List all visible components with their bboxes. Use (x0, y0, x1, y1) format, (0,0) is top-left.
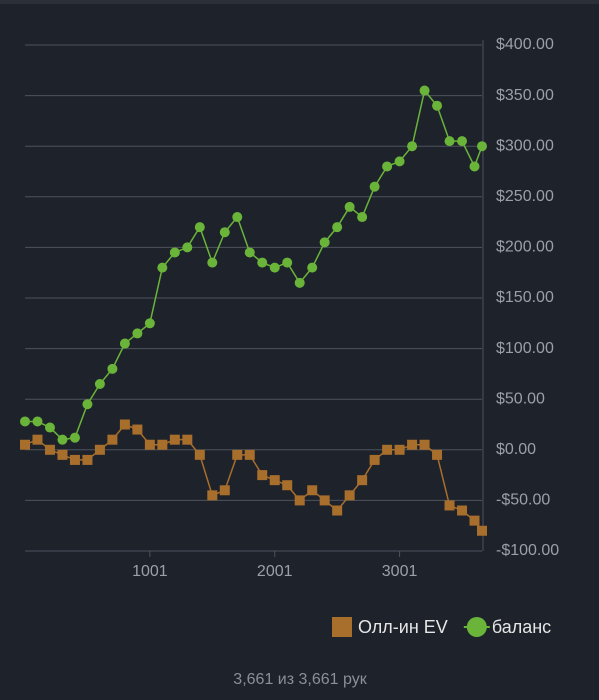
point (457, 136, 468, 147)
point (57, 434, 68, 445)
y-tick-label: -$100.00 (496, 542, 559, 559)
point (94, 379, 105, 390)
point (469, 161, 480, 172)
point (357, 212, 368, 223)
y-tick-label: $300.00 (496, 137, 554, 154)
point (194, 449, 205, 460)
point (20, 439, 30, 450)
point (269, 475, 280, 486)
point (94, 444, 105, 455)
y-tick-label: $50.00 (496, 390, 545, 407)
point (294, 277, 305, 288)
x-tick-label: 1001 (132, 563, 168, 580)
y-tick-label: $400.00 (496, 36, 554, 53)
point (107, 363, 118, 374)
point (32, 434, 43, 445)
point (169, 247, 180, 258)
point (44, 444, 55, 455)
x-tick-label: 2001 (257, 563, 293, 580)
point (432, 449, 443, 460)
point (157, 439, 168, 450)
point (219, 227, 230, 238)
point (319, 237, 330, 248)
point (244, 449, 255, 460)
point (419, 85, 430, 96)
point (407, 141, 418, 152)
point (477, 141, 487, 152)
point (132, 328, 143, 339)
point (269, 262, 280, 273)
point (44, 422, 55, 433)
point (444, 136, 455, 147)
point (457, 505, 468, 516)
point (144, 318, 155, 329)
point (394, 156, 405, 167)
legend-label: Олл-ин EV (358, 617, 448, 637)
legend-marker (332, 617, 352, 637)
y-tick-label: $0.00 (496, 441, 536, 458)
point (244, 247, 255, 258)
point (282, 257, 293, 268)
point (257, 257, 268, 268)
point (119, 419, 130, 430)
point (169, 434, 180, 445)
point (419, 439, 430, 450)
point (394, 444, 405, 455)
point (469, 515, 480, 526)
point (182, 434, 193, 445)
point (382, 444, 393, 455)
point (357, 475, 368, 486)
point (432, 100, 443, 111)
y-tick-label: $250.00 (496, 188, 554, 205)
point (82, 399, 93, 410)
point (107, 434, 118, 445)
point (144, 439, 155, 450)
point (232, 449, 243, 460)
point (282, 480, 293, 491)
point (444, 500, 455, 511)
point (82, 454, 93, 465)
point (119, 338, 130, 349)
point (344, 201, 355, 212)
point (69, 432, 80, 443)
point (69, 454, 80, 465)
point (407, 439, 418, 450)
point (157, 262, 168, 273)
point (194, 222, 205, 233)
y-tick-label: $200.00 (496, 239, 554, 256)
y-tick-label: $100.00 (496, 340, 554, 357)
point (32, 416, 43, 427)
point (257, 470, 268, 481)
x-tick-label: 3001 (382, 563, 418, 580)
point (219, 485, 230, 496)
footer: 3,661 из 3,661 рук (233, 671, 367, 688)
point (294, 495, 305, 506)
top-bar (0, 0, 599, 4)
point (369, 181, 380, 192)
point (182, 242, 193, 253)
point (319, 495, 330, 506)
point (369, 454, 380, 465)
point (332, 222, 343, 233)
point (20, 416, 30, 427)
point (132, 424, 143, 435)
point (307, 485, 318, 496)
legend-marker (466, 617, 487, 637)
y-tick-label: -$50.00 (496, 492, 550, 509)
point (57, 449, 68, 460)
point (207, 490, 218, 501)
y-tick-label: $150.00 (496, 289, 554, 306)
point (232, 212, 243, 223)
y-tick-label: $350.00 (496, 87, 554, 104)
point (207, 257, 218, 268)
point (307, 262, 318, 273)
legend-label: баланс (492, 617, 551, 637)
point (332, 505, 343, 516)
point (477, 525, 487, 536)
point (344, 490, 355, 501)
point (382, 161, 393, 172)
